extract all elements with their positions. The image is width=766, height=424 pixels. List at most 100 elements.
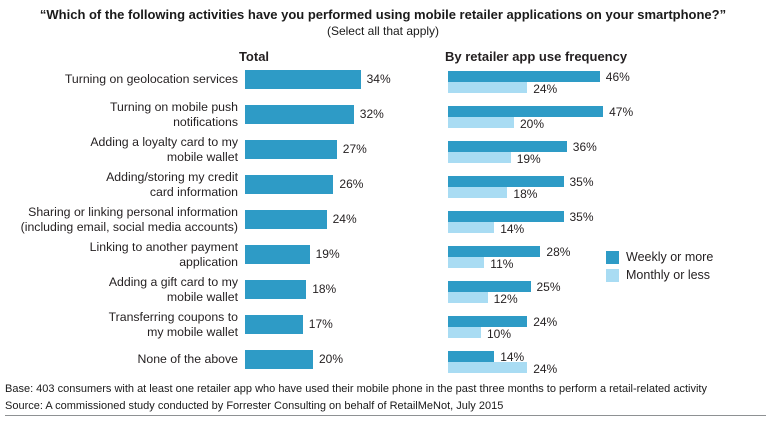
chart-row: Adding a loyalty card to my mobile walle… <box>0 135 766 175</box>
total-bar <box>245 350 313 369</box>
weekly-bar-line: 25% <box>448 281 766 293</box>
total-bar <box>245 175 334 194</box>
category-label: Adding a loyalty card to my mobile walle… <box>90 135 238 164</box>
monthly-value-label: 19% <box>516 152 541 166</box>
monthly-value-label: 24% <box>533 82 558 96</box>
weekly-swatch-icon <box>606 250 619 264</box>
weekly-bar-line: 28% <box>448 244 766 259</box>
footnotes: Base: 403 consumers with at least one re… <box>5 383 761 412</box>
chart-row: Transferring coupons to my mobile wallet… <box>0 310 766 350</box>
weekly-bar <box>448 106 604 117</box>
monthly-value-label: 10% <box>487 327 512 341</box>
frequency-bar-area: 35% 14% <box>448 210 766 236</box>
frequency-bar-area: 46% 24% <box>448 69 766 96</box>
frequency-bar-area: 25% 12% <box>448 280 766 306</box>
chart-row: Turning on mobile push notifications 32% 4… <box>0 100 766 140</box>
frequency-bar-area: 24% 10% <box>448 314 766 341</box>
frequency-bar-area: 47% 20% <box>448 104 766 131</box>
total-value-label: 20% <box>319 352 344 366</box>
category-label: None of the above <box>137 352 238 367</box>
chart-row: Sharing or linking personal information … <box>0 205 766 245</box>
monthly-value-label: 11% <box>490 257 514 271</box>
frequency-bar-area: 28% 11% <box>448 244 766 271</box>
total-bar <box>245 280 307 299</box>
total-bar <box>245 105 354 124</box>
chart-subtitle: (Select all that apply) <box>326 24 440 38</box>
total-bar <box>245 70 361 89</box>
total-bar-area: 26% <box>245 175 448 194</box>
weekly-value-label: 14% <box>500 349 525 364</box>
total-value-label: 19% <box>315 247 340 261</box>
total-value-label: 26% <box>339 177 364 191</box>
monthly-value-label: 14% <box>500 222 525 236</box>
monthly-bar <box>448 82 528 93</box>
monthly-bar <box>448 187 508 198</box>
weekly-bar-line: 46% <box>448 69 766 84</box>
monthly-bar-line: 24% <box>448 82 766 96</box>
total-bar-area: 19% <box>245 245 448 264</box>
total-bar <box>245 210 327 229</box>
monthly-bar-line: 12% <box>448 292 766 306</box>
legend-label: Weekly or more <box>626 250 714 264</box>
category-label: Sharing or linking personal information … <box>20 205 238 234</box>
total-bar-area: 20% <box>245 350 448 369</box>
monthly-bar-line: 10% <box>448 327 766 341</box>
legend-label: Monthly or less <box>626 268 711 282</box>
weekly-value-label: 28% <box>546 244 571 259</box>
total-value-label: 18% <box>312 282 337 296</box>
weekly-bar <box>448 316 528 327</box>
total-value-label: 32% <box>359 107 384 121</box>
monthly-value-label: 12% <box>493 292 518 306</box>
weekly-bar-line: 35% <box>448 174 766 189</box>
category-label: Linking to another payment application <box>89 240 238 269</box>
total-bar-area: 18% <box>245 280 448 299</box>
panel-header-frequency: By retailer app use frequency <box>445 49 628 64</box>
base-note: Base: 403 consumers with at least one re… <box>5 383 707 395</box>
monthly-bar <box>448 292 488 303</box>
monthly-bar <box>448 152 511 163</box>
monthly-value-label: 18% <box>513 187 538 201</box>
panel-header-total: Total <box>238 49 270 64</box>
total-value-label: 17% <box>308 317 333 331</box>
weekly-bar <box>448 351 495 362</box>
total-bar-area: 17% <box>245 315 448 334</box>
legend: Weekly or more Monthly or less <box>606 248 713 284</box>
chart-row: Turning on geolocation services 34% 46% 24% <box>0 70 766 105</box>
monthly-bar <box>448 257 485 268</box>
weekly-bar-line: 35% <box>448 211 766 223</box>
weekly-bar <box>448 176 564 187</box>
weekly-value-label: 46% <box>605 69 630 84</box>
total-bar-area: 27% <box>245 140 448 159</box>
category-label: Turning on mobile push notifications <box>109 100 238 129</box>
total-bar <box>245 245 310 264</box>
monthly-bar <box>448 327 481 338</box>
total-bar-area: 24% <box>245 210 448 229</box>
chart-row: Adding/storing my credit card informatio… <box>0 170 766 210</box>
chart-title: “Which of the following activities have … <box>39 7 727 22</box>
weekly-bar-line: 47% <box>448 104 766 119</box>
category-label: Adding a gift card to my mobile wallet <box>108 275 238 304</box>
total-value-label: 27% <box>342 142 367 156</box>
monthly-bar-line: 14% <box>448 222 766 236</box>
weekly-bar <box>448 141 567 152</box>
weekly-value-label: 24% <box>533 314 558 329</box>
category-label: Turning on geolocation services <box>64 72 238 87</box>
weekly-bar-line: 24% <box>448 314 766 329</box>
weekly-value-label: 47% <box>609 104 634 119</box>
weekly-value-label: 35% <box>569 174 594 189</box>
weekly-value-label: 36% <box>572 139 597 154</box>
weekly-bar <box>448 211 564 222</box>
monthly-bar-line: 18% <box>448 187 766 201</box>
chart-row: Linking to another payment application 19… <box>0 240 766 280</box>
monthly-bar-line: 19% <box>448 152 766 166</box>
monthly-bar-line: 24% <box>448 362 766 375</box>
total-value-label: 34% <box>366 72 391 86</box>
monthly-bar-line: 20% <box>448 117 766 131</box>
total-bar <box>245 140 337 159</box>
frequency-bar-area: 36% 19% <box>448 139 766 166</box>
weekly-bar-line: 36% <box>448 139 766 154</box>
monthly-bar <box>448 362 528 373</box>
monthly-value-label: 20% <box>520 117 545 131</box>
total-bar-area: 34% <box>245 70 448 89</box>
weekly-bar <box>448 246 541 257</box>
